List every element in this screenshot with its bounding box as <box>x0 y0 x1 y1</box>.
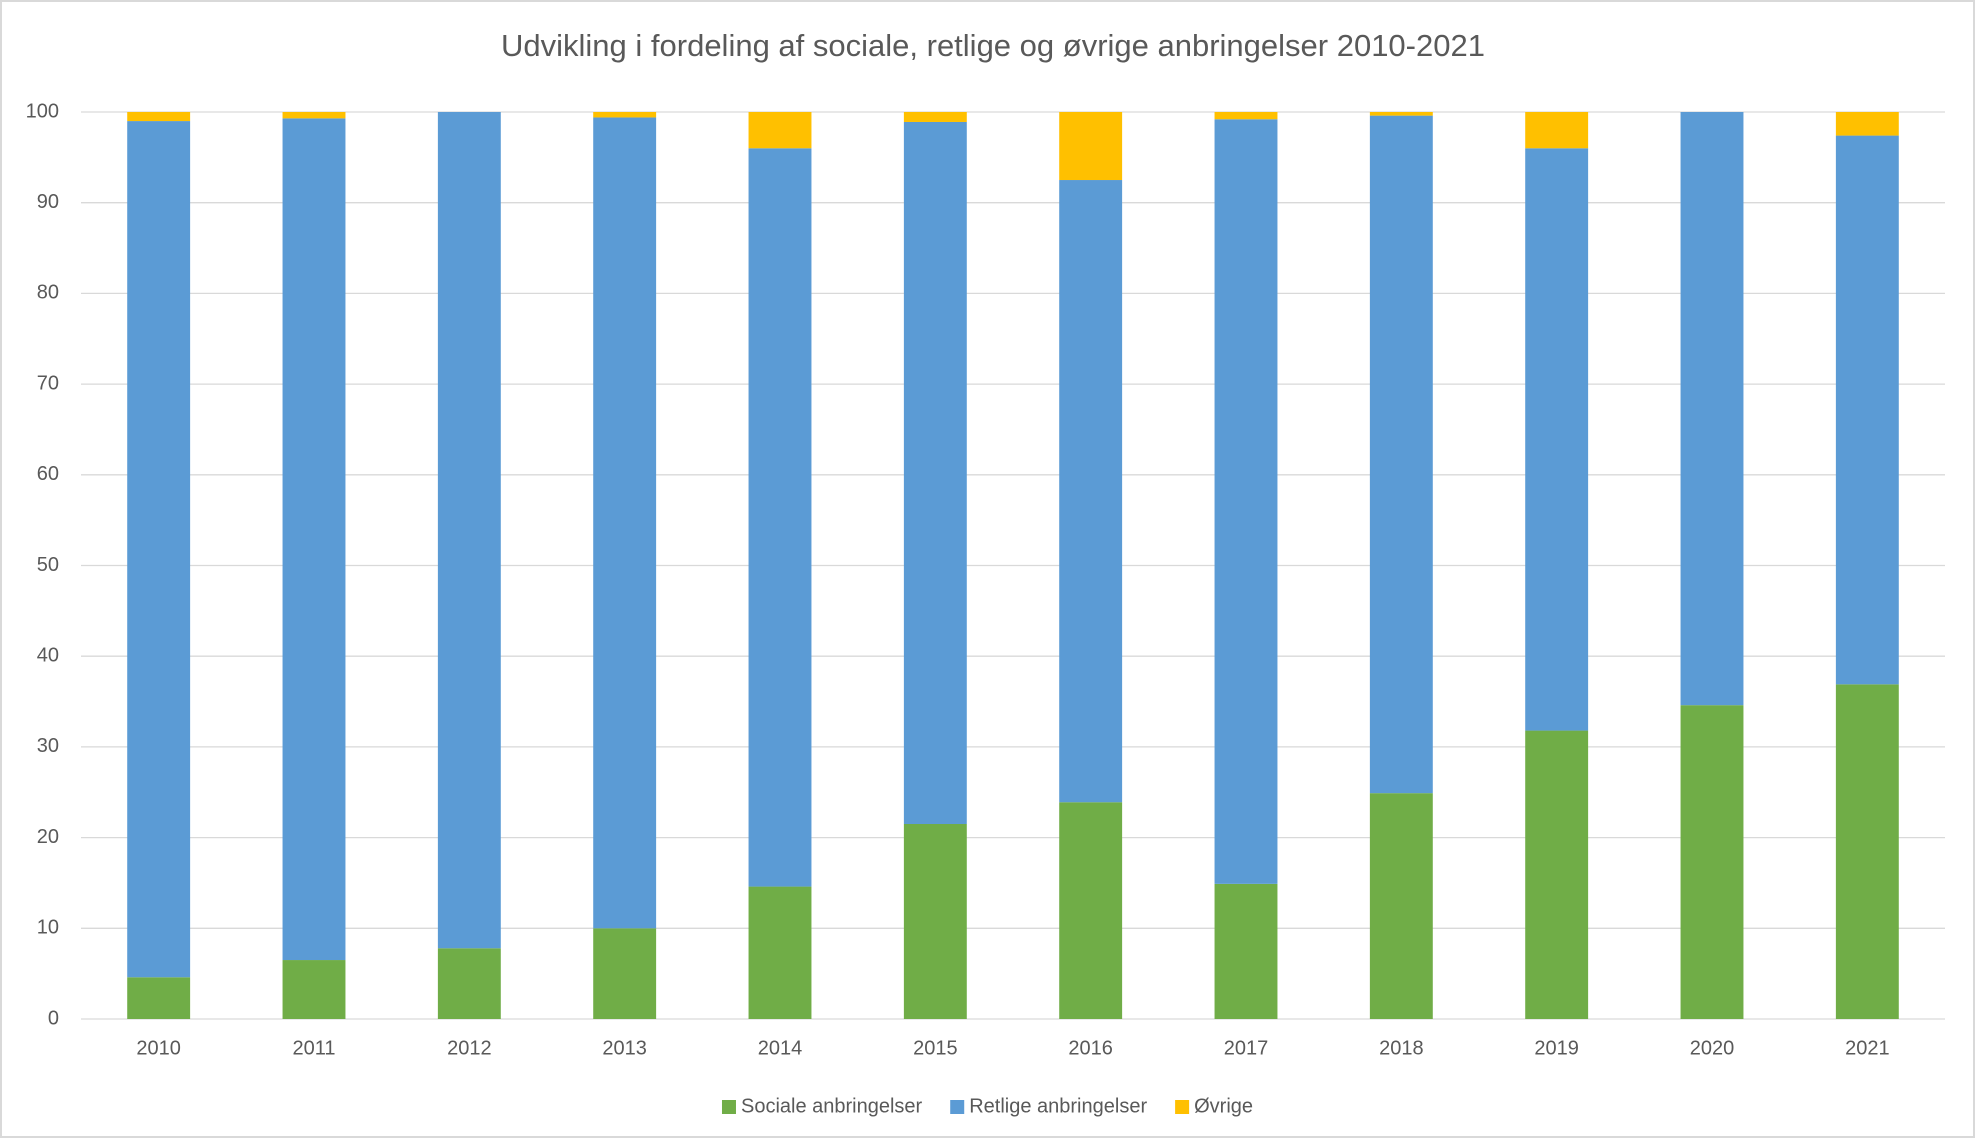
x-tick-label: 2018 <box>1379 1037 1424 1059</box>
bar-segment <box>1680 112 1744 706</box>
bar-segment <box>748 886 812 1019</box>
legend-swatch <box>1175 1100 1190 1114</box>
legend-label: Sociale anbringelser <box>741 1095 923 1117</box>
y-tick-label: 100 <box>26 100 59 122</box>
bar-segment <box>593 117 657 929</box>
bar-segment <box>593 112 657 118</box>
y-tick-label: 10 <box>37 917 59 939</box>
y-tick-label: 60 <box>37 463 59 485</box>
x-tick-label: 2014 <box>758 1037 803 1059</box>
bar-segment <box>903 823 967 1019</box>
y-tick-label: 70 <box>37 372 59 394</box>
bar-segment <box>127 121 191 978</box>
bar-segment <box>127 977 191 1019</box>
legend-label: Retlige anbringelser <box>969 1095 1147 1117</box>
y-tick-label: 80 <box>37 282 59 304</box>
y-tick-label: 0 <box>48 1007 59 1029</box>
bar-segment <box>1369 112 1433 116</box>
bar-segment <box>1059 180 1123 803</box>
bar-segment <box>903 121 967 824</box>
bar-segment <box>1214 883 1278 1019</box>
bar-segment <box>1680 705 1744 1019</box>
bar-segment <box>437 948 501 1019</box>
y-tick-label: 50 <box>37 554 59 576</box>
bar-segment <box>1835 135 1899 685</box>
x-tick-label: 2015 <box>913 1037 958 1059</box>
bar-segment <box>748 148 812 887</box>
bar-segment <box>1525 730 1589 1019</box>
x-tick-label: 2020 <box>1690 1037 1735 1059</box>
bar-segment <box>1059 802 1123 1019</box>
bar-segment <box>282 112 346 119</box>
bar-segment <box>1525 148 1589 731</box>
bar-segment <box>1214 119 1278 884</box>
x-tick-label: 2011 <box>292 1037 335 1059</box>
bar-segment <box>748 112 812 149</box>
x-tick-label: 2012 <box>447 1037 492 1059</box>
bar-segment <box>1059 112 1123 181</box>
bar-segment <box>282 118 346 961</box>
bar-segment <box>1835 684 1899 1019</box>
x-tick-label: 2017 <box>1224 1037 1269 1059</box>
y-tick-label: 30 <box>37 735 59 757</box>
bar-segment <box>903 112 967 122</box>
x-tick-label: 2016 <box>1068 1037 1113 1059</box>
x-tick-label: 2021 <box>1845 1037 1890 1059</box>
bar-segment <box>1369 115 1433 794</box>
bar-segment <box>1369 793 1433 1019</box>
legend-label: Øvrige <box>1194 1095 1253 1117</box>
legend-swatch <box>950 1100 965 1114</box>
bar-segment <box>1835 112 1899 136</box>
x-tick-label: 2013 <box>602 1037 647 1059</box>
x-tick-label: 2019 <box>1534 1037 1579 1059</box>
bar-segment <box>282 960 346 1019</box>
y-tick-label: 90 <box>37 191 59 213</box>
bar-segment <box>127 112 191 122</box>
bar-segment <box>437 112 501 949</box>
x-tick-label: 2010 <box>136 1037 181 1059</box>
bar-segment <box>1214 112 1278 120</box>
bar-segment <box>593 928 657 1019</box>
y-tick-label: 20 <box>37 826 59 848</box>
legend-swatch <box>721 1100 736 1114</box>
chart-title: Udvikling i fordeling af sociale, retlig… <box>501 28 1485 63</box>
y-tick-label: 40 <box>37 644 59 666</box>
bar-segment <box>1525 112 1589 149</box>
